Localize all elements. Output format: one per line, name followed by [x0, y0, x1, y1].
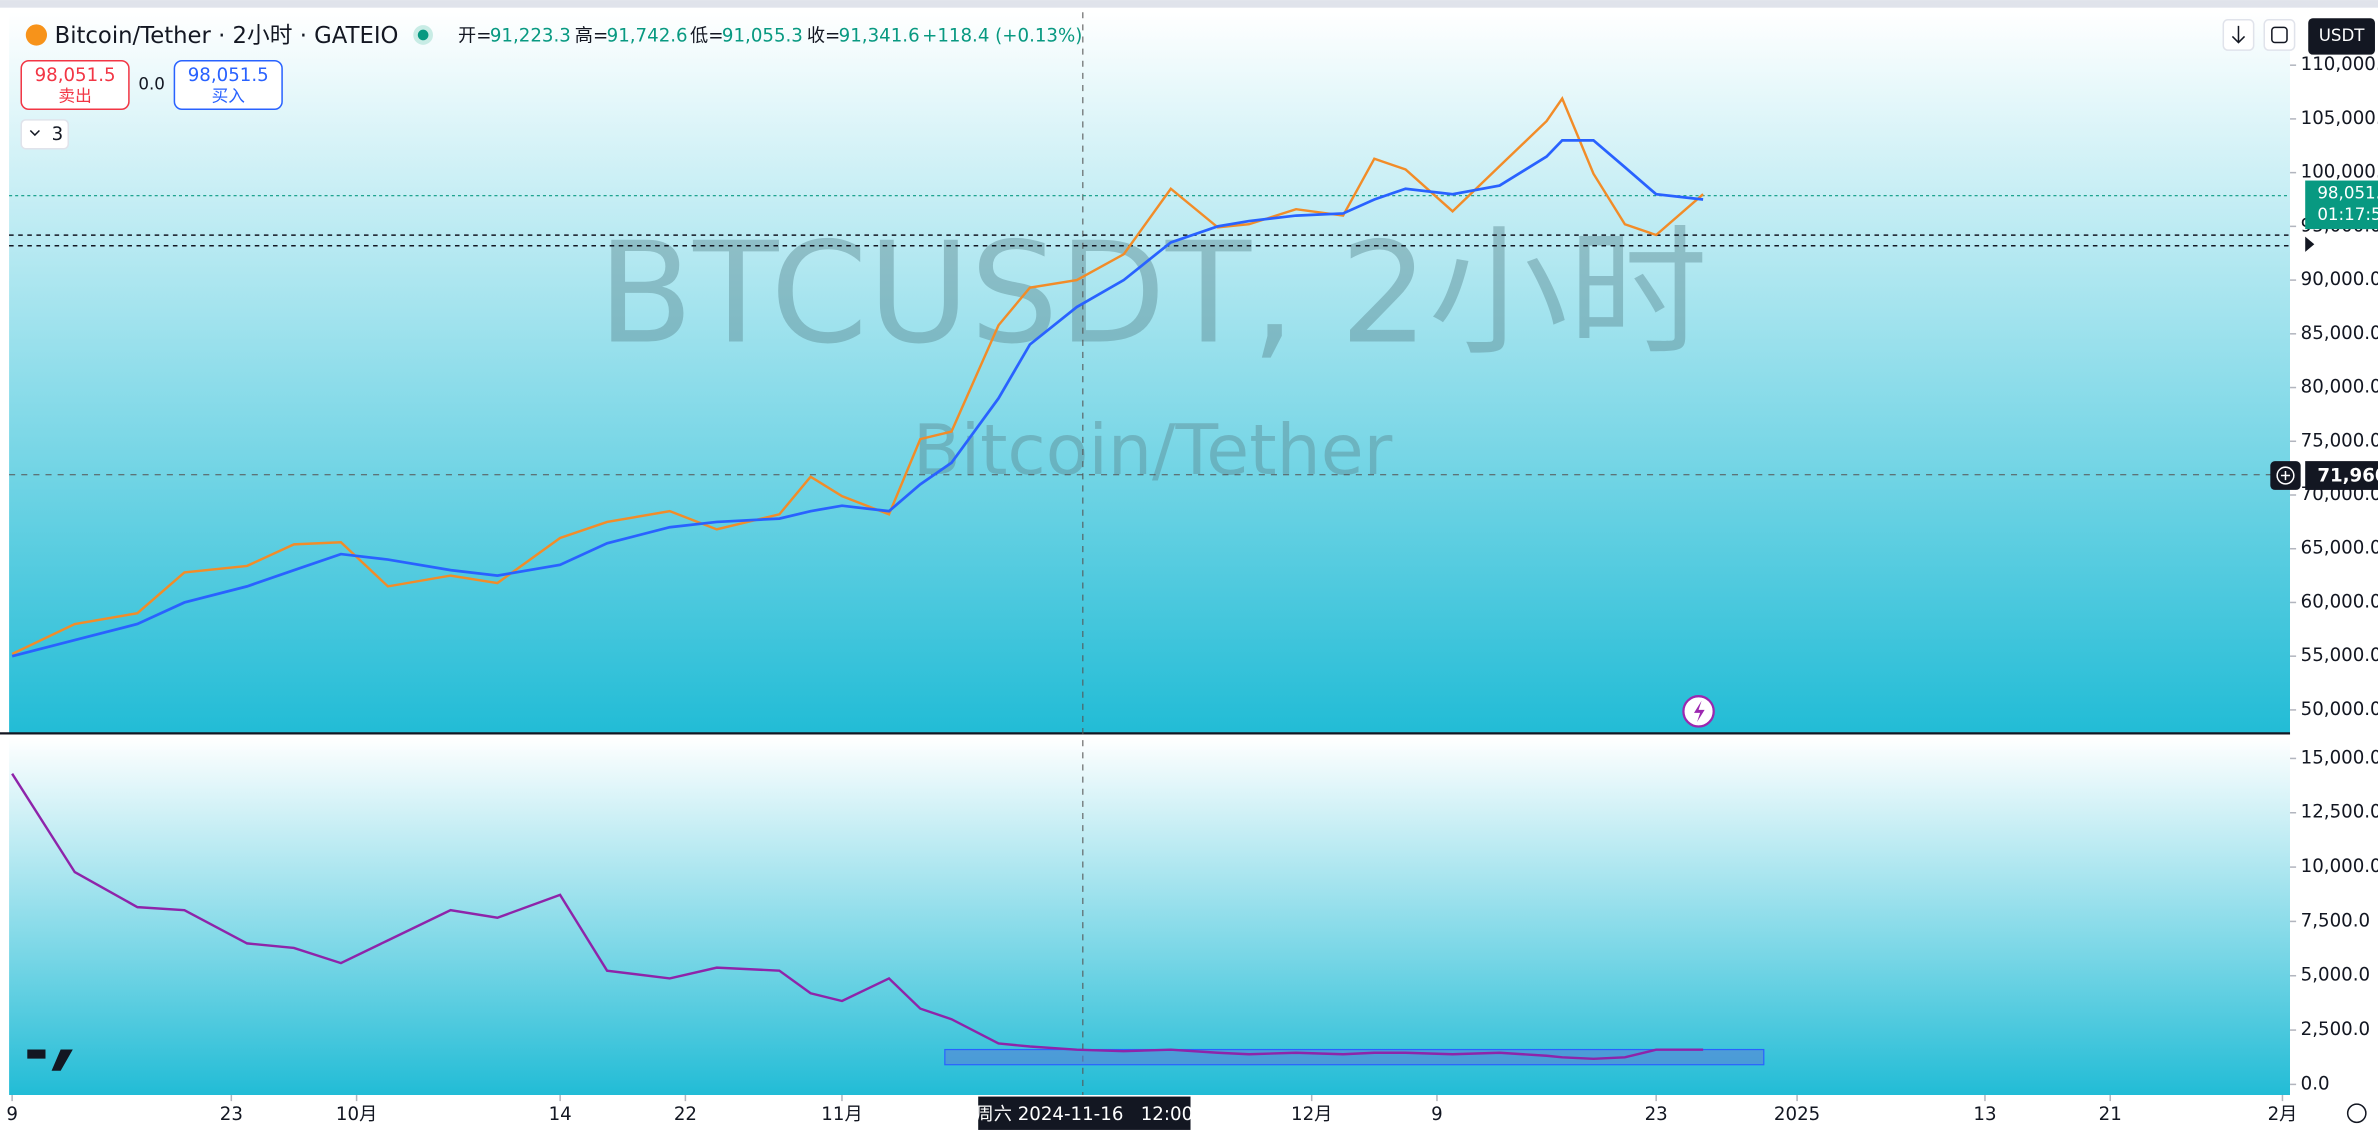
- crosshair-time-tag: [978, 1096, 1191, 1130]
- y-tick-label: 90,000.0: [2301, 269, 2378, 290]
- watermark-symbol: BTCUSDT, 2小时: [598, 211, 1708, 374]
- currency-button[interactable]: [2308, 18, 2375, 55]
- y-tick-label: 12,500.0: [2301, 802, 2378, 823]
- x-tick-label: 14: [549, 1104, 572, 1125]
- x-tick-label: 10月: [336, 1104, 377, 1125]
- download-icon: [2231, 25, 2246, 44]
- refresh-button[interactable]: [2263, 19, 2296, 51]
- tradingview-logo: [27, 1049, 73, 1071]
- y-tick-label: 0.0: [2301, 1073, 2330, 1094]
- y-tick-label: 85,000.0: [2301, 323, 2378, 344]
- y-tick-label: 110,000.0: [2301, 54, 2378, 75]
- x-tick-label: 2025: [1774, 1104, 1820, 1125]
- y-tick-label: 105,000.0: [2301, 108, 2378, 129]
- drawn-rectangle: [944, 1048, 1765, 1066]
- ohlc-label: 高=: [575, 25, 608, 46]
- price-tag: [2305, 180, 2378, 230]
- refresh-icon: [2271, 26, 2288, 44]
- change: +118.4 (+0.13%): [922, 25, 1082, 46]
- price-pane: [9, 12, 2291, 733]
- market-status: [413, 25, 433, 45]
- indicators-count: 3: [52, 124, 64, 145]
- y-tick-label: 2,500.0: [2301, 1019, 2370, 1040]
- ohlc-value: 91,223.3: [490, 25, 571, 46]
- buy-label: 买入: [212, 87, 246, 106]
- x-tick-label: 23: [1645, 1104, 1668, 1125]
- y-tick-label: 80,000.0: [2301, 377, 2378, 398]
- y-tick-label: 100,000.0: [2301, 162, 2378, 183]
- watermark-name: Bitcoin/Tether: [913, 410, 1393, 491]
- x-tick-label: 2月: [2268, 1104, 2298, 1125]
- sell-button[interactable]: [20, 59, 130, 111]
- x-tick-label: 21: [2099, 1104, 2122, 1125]
- y-tick-label: 65,000.0: [2301, 538, 2378, 559]
- crosshair-time: 周六 2024-11-16 12:00: [976, 1104, 1194, 1125]
- y-tick-label: 55,000.0: [2301, 645, 2378, 666]
- bolt-icon: [1694, 700, 1705, 722]
- x-tick-label: 23: [220, 1104, 243, 1125]
- ohlc-label: 开=: [458, 25, 491, 46]
- x-tick-label: 13: [1973, 1104, 1996, 1125]
- y-tick-label: 10,000.0: [2301, 856, 2378, 877]
- crosshair-price: 71,960.0: [2317, 465, 2378, 486]
- buy-price: 98,051.5: [188, 65, 269, 86]
- top-border: [0, 0, 2378, 8]
- price-tag-countdown: 01:17:5: [2317, 205, 2378, 224]
- crosshair-price-tag: [2305, 461, 2378, 490]
- sell-label: 卖出: [58, 87, 91, 106]
- line-marker: [2305, 236, 2315, 252]
- currency: USDT: [2319, 26, 2366, 45]
- y-tick-label: 50,000.0: [2301, 699, 2378, 720]
- plus-icon: [2280, 470, 2291, 481]
- sell-price: 98,051.5: [35, 65, 116, 86]
- ohlc-value: 91,341.6: [839, 25, 920, 46]
- x-tick-label: 9: [1431, 1104, 1443, 1125]
- y-tick-label: 7,500.0: [2301, 910, 2370, 931]
- y-tick-label: 60,000.0: [2301, 591, 2378, 612]
- settings-button[interactable]: [2346, 1103, 2367, 1124]
- x-tick-label: 11月: [821, 1104, 862, 1125]
- chevron-icon: [29, 129, 40, 137]
- series-line: [11, 773, 1704, 1061]
- ohlc-value: 91,742.6: [607, 25, 688, 46]
- x-tick-label: 22: [674, 1104, 697, 1125]
- ohlc-value: 91,055.3: [722, 25, 803, 46]
- plot: [11, 95, 1704, 1061]
- x-tick-label: 12月: [1291, 1104, 1332, 1125]
- price-tag-price: 98,051.5: [2317, 184, 2378, 203]
- plus-icon: [2276, 466, 2295, 485]
- y-tick-label: 75,000.0: [2301, 430, 2378, 451]
- spread: 0.0: [138, 75, 165, 94]
- y-tick-label: 15,000.0: [2301, 747, 2378, 768]
- buy-button[interactable]: [173, 59, 283, 111]
- ohlc-label: 低=: [690, 25, 723, 46]
- indicator-pane: [9, 737, 2291, 1096]
- series-line: [11, 138, 1704, 658]
- coin-icon: [25, 24, 48, 46]
- ohlc-label: 收=: [807, 25, 840, 46]
- y-tick-label: 5,000.0: [2301, 965, 2370, 986]
- x-tick-label: 9: [6, 1104, 18, 1125]
- indicators-toggle[interactable]: [20, 119, 70, 150]
- symbol-title: Bitcoin/Tether · 2小时 · GATEIO: [55, 23, 399, 49]
